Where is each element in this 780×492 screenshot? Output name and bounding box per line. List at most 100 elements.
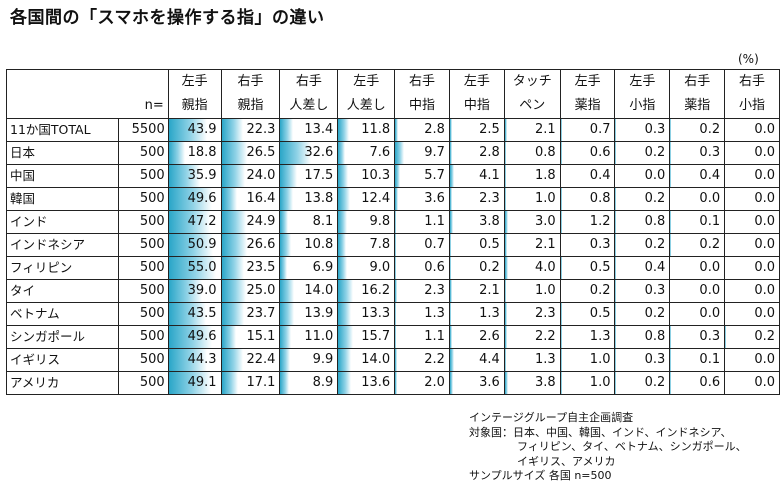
value-label: 0.2 [589,283,611,298]
value-label: 1.0 [534,283,556,298]
value-label: 0.3 [699,145,721,160]
value-bar [280,280,294,302]
row-label: 日本 [6,141,119,165]
value-label: 0.0 [699,283,721,298]
value-bar [222,165,245,187]
value-label: 0.5 [479,237,500,252]
value-bar [338,257,347,279]
column-header-top: 右手 [669,69,726,94]
value-label: 15.1 [246,329,276,344]
value-bar [395,303,397,325]
value-label: 24.0 [246,168,276,183]
value-cell: 1.8 [503,164,561,188]
value-cell: 3.0 [503,210,561,234]
value-label: 0.7 [424,237,445,252]
value-bar [280,142,312,164]
value-label: 50.9 [187,237,217,252]
value-label: 0.2 [699,237,721,252]
footer-countries-cont: フィリピン、タイ、ベトナム、シンガポール、 [517,440,747,453]
value-label: 0.2 [699,122,721,137]
value-label: 49.6 [187,191,217,206]
value-label: 8.9 [312,375,334,390]
value-label: 4.4 [479,352,500,367]
value-label: 16.4 [246,191,276,206]
value-label: 2.1 [534,237,556,252]
value-bar [280,119,294,141]
value-label: 2.1 [534,122,556,137]
value-bar [222,257,245,279]
value-cell: 0.2 [614,141,671,165]
value-cell: 0.4 [559,164,616,188]
value-label: 11.8 [361,122,391,137]
sample-size-cell: 500 [117,164,169,188]
value-label: 17.1 [246,375,276,390]
n-header: n= [118,94,169,119]
value-label: 1.0 [534,191,556,206]
footer-sample-size: サンプルサイズ 各国 n=500 [469,469,612,482]
value-cell: 24.9 [220,210,281,234]
value-bar [561,372,562,394]
value-bar [280,211,289,233]
value-cell: 2.3 [448,187,505,211]
value-label: 0.7 [589,122,611,137]
value-bar [505,303,507,325]
value-cell: 0.6 [669,371,726,395]
value-label: 1.2 [589,214,611,229]
table-row: 11か国TOTAL 5500 43.9 22.3 13.4 11.8 2.8 2.5 2.1 0.… [6,118,780,142]
value-cell: 35.9 [167,164,222,188]
value-cell: 4.1 [448,164,505,188]
value-cell: 13.6 [337,371,396,395]
value-cell: 32.6 [279,141,339,165]
value-label: 8.1 [312,214,334,229]
value-bar [505,165,507,187]
value-bar [222,234,248,256]
value-label: 0.2 [644,145,666,160]
value-bar [222,119,244,141]
value-bar [395,188,399,210]
value-cell: 0.5 [559,302,616,326]
value-bar [338,188,350,210]
value-bar [169,326,212,348]
value-bar [615,326,617,348]
value-cell: 1.0 [559,348,616,372]
row-label: 11か国TOTAL [6,118,119,142]
header-corner [6,69,119,94]
column-header-bottom: 親指 [167,94,222,119]
value-label: 14.0 [304,283,334,298]
value-bar [450,372,454,394]
value-bar [222,303,245,325]
value-cell: 0.3 [614,279,671,303]
table-row: シンガポール 500 49.6 15.1 11.0 15.7 1.1 2.6 2.2 1.3 0.8… [6,325,780,349]
value-cell: 1.3 [559,325,616,349]
value-bar [505,372,509,394]
value-cell: 0.6 [394,256,450,280]
value-label: 1.0 [589,375,611,390]
value-label: 0.5 [589,260,611,275]
value-label: 22.3 [246,122,276,137]
value-bar [338,165,348,187]
sample-size-cell: 500 [117,279,169,303]
value-cell: 0.6 [559,141,616,165]
sample-size-cell: 500 [117,256,169,280]
value-label: 0.0 [754,260,775,275]
value-bar [395,349,398,371]
value-bar [169,372,212,394]
value-cell: 26.5 [220,141,281,165]
value-bar [169,165,200,187]
value-cell: 1.1 [394,325,450,349]
value-cell: 0.5 [559,256,616,280]
column-header-bottom: 中指 [394,94,450,119]
table-row: イギリス 500 44.3 22.4 9.9 14.0 2.2 4.4 1.3 1.0 0.3 0.1… [6,348,780,372]
value-cell: 2.5 [448,118,505,142]
value-cell: 0.0 [669,187,726,211]
value-bar [169,211,210,233]
value-bar [280,326,291,348]
footer-countries: 対象国：日本、中国、韓国、インド、インドネシア、 [469,425,732,439]
value-label: 26.5 [246,145,276,160]
value-label: 18.8 [187,145,217,160]
value-cell: 8.9 [279,371,339,395]
value-cell: 6.9 [279,256,339,280]
value-cell: 39.0 [167,279,222,303]
column-header-top: 右手 [279,69,339,94]
value-cell: 0.3 [669,141,726,165]
